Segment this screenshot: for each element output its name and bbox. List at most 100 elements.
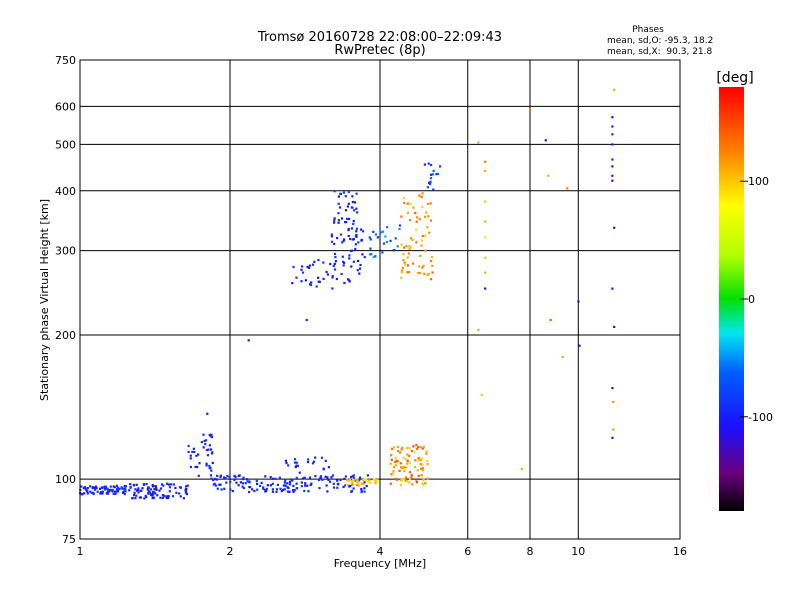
data-point	[326, 490, 329, 493]
data-point	[109, 485, 112, 488]
data-point	[611, 174, 614, 177]
data-point	[295, 482, 298, 485]
data-point	[256, 482, 259, 485]
data-point	[426, 463, 429, 466]
data-point	[89, 490, 92, 493]
data-point	[398, 228, 401, 231]
data-point	[414, 459, 417, 462]
data-point	[337, 482, 340, 485]
data-point	[418, 217, 421, 220]
data-point	[309, 284, 312, 287]
data-point	[111, 488, 114, 492]
data-point	[325, 270, 328, 274]
data-point	[407, 252, 411, 255]
data-point	[179, 495, 182, 498]
data-point	[320, 477, 323, 480]
data-point	[291, 478, 294, 482]
data-point	[326, 273, 329, 276]
data-point	[120, 486, 123, 489]
x-tick-label: 8	[527, 545, 534, 558]
data-point	[83, 485, 86, 489]
data-point	[333, 268, 337, 271]
data-point	[175, 491, 178, 494]
data-point	[211, 461, 214, 464]
data-point	[202, 446, 205, 449]
y-tick-label: 100	[55, 473, 76, 486]
data-point	[406, 211, 409, 215]
data-point	[381, 251, 384, 254]
data-point	[394, 237, 397, 240]
y-tick-label: 75	[62, 533, 76, 546]
data-point	[114, 490, 117, 493]
data-point	[239, 481, 242, 484]
data-point	[292, 490, 295, 494]
data-point	[339, 192, 342, 196]
data-point	[421, 467, 424, 470]
data-point	[360, 482, 363, 485]
data-point	[124, 485, 127, 488]
data-point	[156, 494, 159, 497]
data-point	[390, 458, 393, 461]
data-point	[358, 267, 362, 270]
data-point	[143, 497, 146, 500]
data-point	[348, 217, 351, 221]
data-point	[310, 482, 313, 485]
data-point	[101, 486, 104, 490]
data-point	[265, 490, 268, 493]
data-point	[80, 485, 83, 488]
data-point	[334, 260, 337, 263]
data-point	[275, 490, 278, 493]
data-point	[344, 195, 347, 198]
data-point	[403, 477, 406, 480]
data-point	[195, 454, 198, 457]
data-point	[209, 435, 212, 438]
data-point	[358, 479, 361, 482]
data-point	[549, 318, 552, 322]
data-points	[79, 88, 616, 500]
data-point	[324, 459, 327, 462]
data-point	[612, 400, 615, 404]
data-point	[386, 226, 389, 229]
data-point	[426, 460, 429, 463]
data-point	[342, 485, 345, 488]
data-point	[361, 253, 364, 256]
data-point	[547, 174, 550, 177]
data-point	[357, 484, 360, 487]
data-point	[419, 458, 422, 462]
data-point	[317, 276, 320, 279]
data-point	[370, 253, 373, 256]
data-point	[205, 439, 208, 442]
data-point	[408, 447, 411, 450]
data-point	[149, 488, 152, 491]
data-point	[345, 221, 348, 224]
data-point	[427, 162, 430, 165]
data-point	[415, 443, 418, 446]
data-point	[345, 478, 349, 481]
data-point	[384, 235, 387, 238]
data-point	[396, 449, 400, 453]
data-point	[107, 489, 110, 492]
data-point	[561, 355, 564, 359]
data-point	[422, 264, 425, 267]
data-point	[248, 490, 251, 494]
data-point	[363, 490, 366, 493]
data-point	[208, 433, 211, 436]
data-point	[404, 263, 407, 266]
data-point	[228, 476, 231, 479]
data-point	[287, 464, 290, 467]
data-point	[484, 271, 487, 274]
data-point	[306, 461, 310, 464]
data-point	[271, 488, 274, 491]
data-point	[416, 469, 419, 472]
data-point	[410, 450, 413, 453]
data-point	[111, 490, 114, 493]
data-point	[271, 477, 275, 480]
data-point	[355, 234, 358, 237]
data-point	[389, 482, 392, 485]
y-tick-label: 600	[55, 100, 76, 113]
data-point	[347, 202, 350, 205]
data-point	[203, 439, 206, 443]
data-point	[424, 249, 427, 252]
data-point	[611, 179, 614, 182]
data-point	[288, 483, 292, 486]
